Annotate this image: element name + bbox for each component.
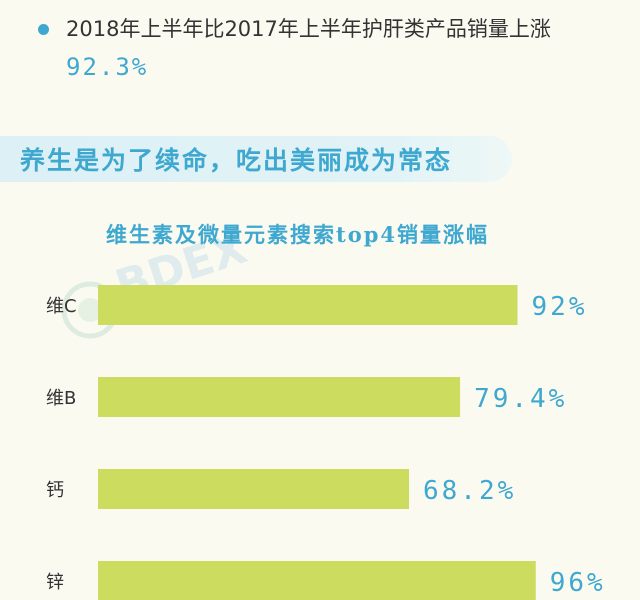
- bar: [98, 561, 536, 600]
- bar-chart: 维C 92% 维B 79.4% 钙 68.2% 锌 96%: [46, 285, 606, 600]
- banner-text: 养生是为了续命，吃出美丽成为常态: [20, 146, 453, 175]
- value-label: 68.2%: [423, 476, 516, 506]
- category-label: 维C: [46, 296, 77, 317]
- bullet-dot-icon: [38, 24, 49, 35]
- chart-title: 维生素及微量元素搜索top4销量涨幅: [106, 222, 490, 247]
- category-label: 钙: [46, 480, 64, 501]
- category-label: 维B: [46, 388, 76, 409]
- value-label: 92%: [532, 292, 588, 322]
- category-label: 锌: [46, 572, 64, 593]
- value-label: 79.4%: [474, 384, 567, 414]
- bullet-value: 92.3%: [66, 53, 149, 81]
- bar: [98, 377, 461, 417]
- bar: [98, 469, 409, 509]
- value-label: 96%: [550, 568, 606, 598]
- bullet-row: 2018年上半年比2017年上半年护肝类产品销量上涨: [38, 14, 628, 50]
- bar: [98, 285, 518, 325]
- bullet-text: 2018年上半年比2017年上半年护肝类产品销量上涨: [66, 17, 551, 41]
- section-banner: 养生是为了续命，吃出美丽成为常态: [0, 136, 512, 182]
